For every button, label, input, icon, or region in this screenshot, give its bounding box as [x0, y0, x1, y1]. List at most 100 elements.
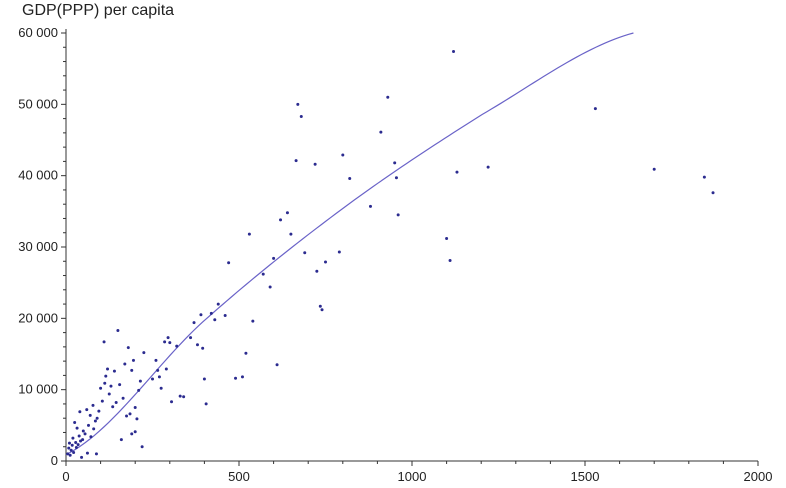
data-point	[100, 399, 104, 403]
data-point	[126, 346, 130, 350]
data-point	[151, 377, 154, 381]
data-point	[128, 412, 132, 416]
y-tick-label: 50 000	[18, 96, 58, 111]
data-points	[66, 50, 715, 459]
data-point	[189, 336, 193, 340]
data-point	[702, 175, 706, 179]
data-point	[394, 176, 398, 180]
data-point	[130, 432, 134, 436]
data-point	[66, 452, 70, 456]
trend-curve	[65, 32, 634, 456]
data-point	[296, 102, 300, 106]
data-point	[164, 367, 168, 371]
data-point	[89, 435, 93, 439]
data-point	[106, 367, 110, 371]
data-point	[95, 416, 99, 420]
data-point	[213, 318, 217, 322]
data-point	[202, 377, 206, 381]
y-axis-label: GDP(PPP) per capita	[22, 2, 175, 19]
data-point	[299, 114, 303, 118]
data-point	[75, 426, 79, 430]
data-point	[261, 272, 265, 276]
y-tick-label: 30 000	[18, 239, 58, 254]
data-point	[337, 250, 341, 254]
data-point	[118, 383, 122, 387]
data-point	[69, 448, 73, 452]
data-point	[97, 409, 101, 413]
x-tick-label: 500	[228, 469, 250, 484]
data-point	[119, 438, 123, 442]
data-point	[103, 381, 107, 385]
data-point	[452, 50, 456, 54]
data-point	[157, 375, 161, 379]
axes	[65, 29, 758, 462]
data-point	[244, 351, 248, 355]
data-point	[393, 161, 397, 165]
data-point	[112, 369, 116, 373]
data-point	[379, 130, 383, 134]
data-point	[154, 358, 158, 362]
y-tick-label: 0	[51, 453, 58, 468]
data-point	[93, 419, 97, 423]
data-point	[652, 167, 656, 171]
data-point	[77, 434, 81, 438]
x-tick-label: 1000	[398, 469, 427, 484]
data-point	[313, 162, 317, 166]
data-point	[182, 395, 186, 399]
data-point	[216, 302, 220, 306]
data-point	[133, 430, 137, 434]
data-point	[268, 285, 272, 289]
data-point	[130, 368, 134, 372]
data-point	[315, 269, 319, 273]
data-point	[199, 313, 203, 317]
data-point	[86, 423, 90, 427]
data-point	[123, 362, 127, 366]
data-point	[137, 388, 141, 392]
data-point	[121, 396, 125, 400]
data-point	[68, 453, 72, 457]
data-point	[133, 406, 137, 409]
data-point	[593, 107, 597, 111]
data-point	[209, 311, 213, 315]
fit-curve	[65, 32, 634, 456]
data-point	[67, 446, 71, 450]
data-point	[247, 232, 251, 236]
y-tick-label: 20 000	[18, 310, 58, 325]
data-point	[99, 386, 103, 390]
data-point	[178, 394, 182, 398]
data-point	[396, 213, 400, 217]
data-point	[70, 443, 74, 447]
data-point	[135, 417, 139, 421]
data-point	[72, 450, 76, 454]
data-point	[275, 363, 279, 367]
data-point	[85, 408, 89, 412]
data-point	[368, 204, 372, 208]
data-point	[74, 440, 78, 444]
data-point	[83, 432, 87, 436]
data-point	[73, 420, 77, 424]
data-point	[81, 438, 85, 442]
data-point	[324, 260, 327, 264]
data-point	[341, 153, 345, 157]
y-tick-label: 60 000	[18, 25, 58, 40]
data-point	[320, 308, 324, 312]
data-point	[272, 256, 276, 260]
axis-ticks: 0 10 000 20 000 30 000 40 000 50 000 60 000 0 50…	[18, 25, 772, 484]
data-point	[294, 159, 298, 163]
data-point	[156, 368, 160, 372]
data-point	[107, 392, 111, 396]
x-tick-label: 0	[62, 469, 69, 484]
y-tick-label: 10 000	[18, 382, 58, 397]
data-point	[140, 445, 144, 449]
data-point	[486, 165, 490, 169]
data-point	[227, 261, 231, 265]
data-point	[163, 340, 167, 344]
data-point	[168, 341, 172, 345]
data-point	[67, 441, 71, 445]
data-point	[109, 384, 113, 388]
data-point	[195, 343, 199, 347]
data-point	[159, 386, 163, 390]
data-point	[94, 452, 98, 456]
data-point	[289, 232, 293, 236]
